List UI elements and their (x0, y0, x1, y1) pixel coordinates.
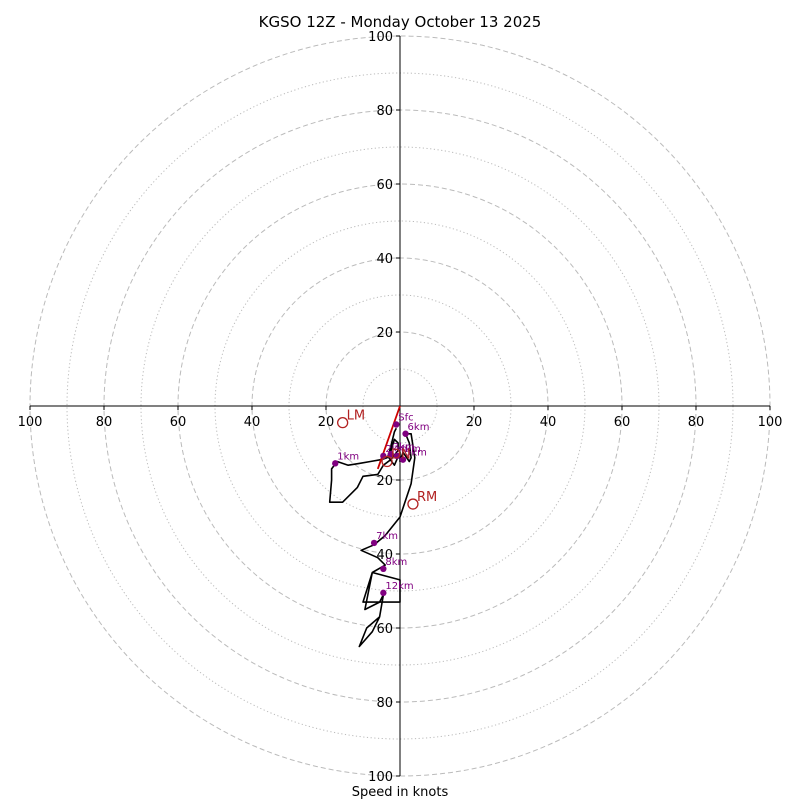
y-tick-label: 40 (376, 252, 393, 267)
x-tick-label: 20 (318, 415, 335, 430)
x-tick-label: 60 (170, 415, 187, 430)
height-marker-label: 8km (385, 557, 407, 568)
height-marker-label: 5km (405, 448, 427, 459)
y-tick-label: 80 (376, 104, 393, 119)
storm-motion-markers: LM RM DN (336, 409, 437, 510)
x-tick-label: 60 (614, 415, 631, 430)
y-tick-label: 20 (376, 474, 393, 489)
x-tick-label: 80 (96, 415, 113, 430)
height-marker-dot (332, 460, 339, 467)
height-marker-dot (393, 421, 400, 428)
storm-motion-label: LM (347, 409, 365, 424)
height-marker-label: 1km (337, 451, 359, 462)
y-tick-label: 60 (376, 622, 393, 637)
y-tick-label: 60 (376, 178, 393, 193)
x-tick-label: 40 (244, 415, 261, 430)
hodograph-trace (328, 427, 416, 648)
height-marker-dot (370, 539, 378, 547)
height-marker-dot (380, 565, 387, 572)
height-marker-label: 3km (393, 442, 415, 453)
x-tick-label: 100 (18, 415, 43, 430)
x-tick-label: 100 (758, 415, 783, 430)
storm-motion-marker (381, 455, 393, 468)
height-marker-dot (402, 430, 409, 437)
storm-motion-marker (407, 498, 419, 510)
storm-motion-label: RM (417, 490, 437, 505)
y-tick-label: 40 (376, 548, 393, 563)
x-tick-label: 40 (540, 415, 557, 430)
height-marker-label: 2km (385, 444, 407, 455)
height-marker-label: Sfc (398, 413, 413, 424)
height-marker-dot (393, 452, 401, 460)
storm-motion-label: DN (391, 448, 411, 463)
chart-title: KGSO 12Z - Monday October 13 2025 (259, 13, 542, 31)
height-marker-label: 4km (399, 444, 421, 455)
height-marker-dot (380, 589, 387, 597)
hodograph-trace-group (328, 427, 416, 648)
axis-tick-labels: 100 100 100 100 80 80 80 80 60 60 60 60 40 40 40 40 20 20… (18, 30, 783, 785)
height-marker-label: 12km (385, 581, 413, 592)
y-tick-label: 80 (376, 696, 393, 711)
height-marker-label: 6km (408, 422, 430, 433)
y-tick-label: 20 (376, 326, 393, 341)
x-tick-label: 80 (688, 415, 705, 430)
x-tick-label: 20 (466, 415, 483, 430)
height-marker-dot (399, 456, 407, 463)
x-axis-label: Speed in knots (352, 785, 449, 800)
height-marker-label: 7km (376, 531, 398, 542)
height-marker-dot (387, 450, 394, 458)
y-tick-label: 100 (368, 770, 393, 785)
storm-motion-marker (336, 416, 349, 429)
y-tick-label: 100 (368, 30, 393, 45)
